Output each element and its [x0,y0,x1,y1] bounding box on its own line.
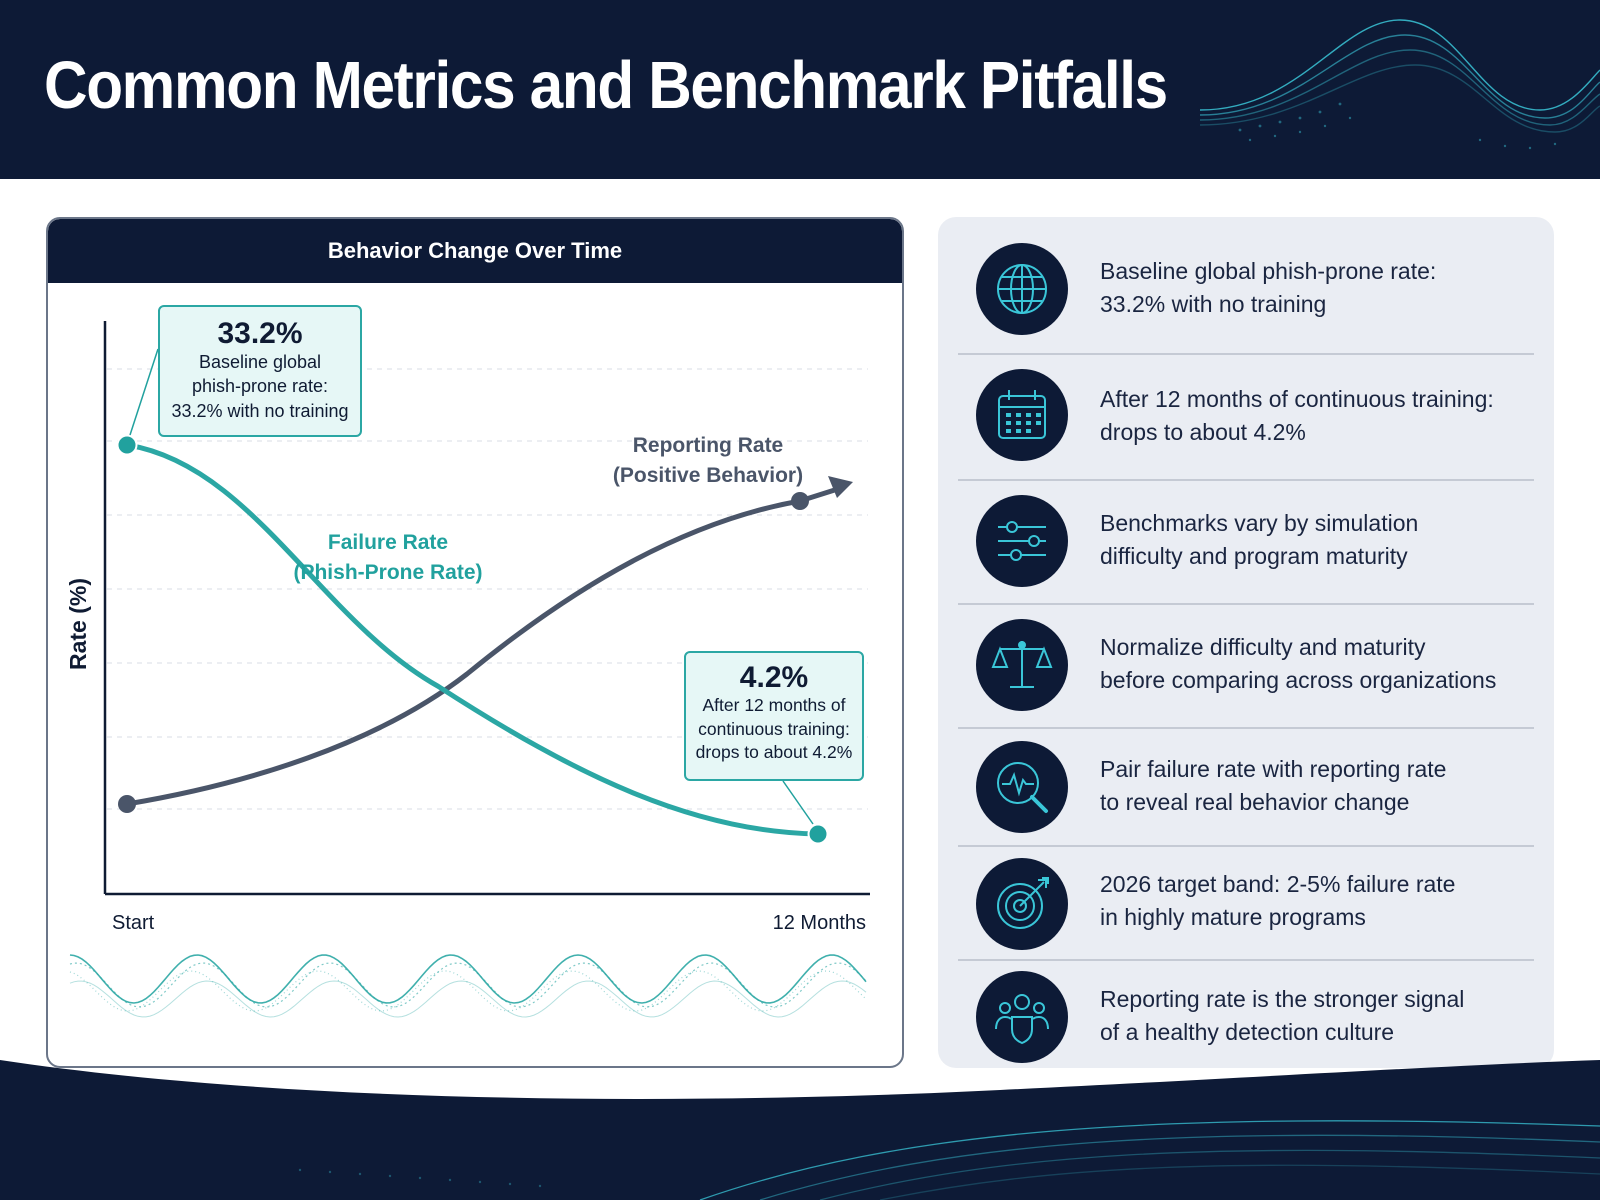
reporting-rate-end-point [791,492,809,510]
x-tick-label-start: Start [112,912,155,934]
insight-divider [958,353,1534,355]
reporting-rate-arrowhead [828,476,853,498]
insight-text: Reporting rate is the stronger signal of… [1100,986,1465,1045]
insight-text: After 12 months of continuous training: … [1100,386,1494,445]
callout-final: 4.2% After 12 months of continuous train… [684,651,864,781]
insight-text: 2026 target band: 2-5% failure rate in h… [1100,871,1456,930]
insight-divider [958,845,1534,847]
failure-rate-line [124,442,821,837]
x-tick-label-end: 12 Months [773,912,866,934]
sliders-icon [976,495,1068,587]
callout-leader-end [782,780,814,825]
scales-icon [976,619,1068,711]
callout-baseline: 33.2% Baseline global phish-prone rate: … [158,305,362,437]
chart-wave-decoration [69,954,867,1018]
reporting-rate-label-line2: (Positive Behavior) [613,464,803,487]
insights-panel: Baseline global phish-prone rate: 33.2% … [938,217,1554,1068]
insight-divider [958,603,1534,605]
y-axis-label: Rate (%) [65,578,91,670]
insight-text: Pair failure rate with reporting rate to… [1100,756,1447,815]
reporting-rate-line [124,485,844,807]
callout-final-value: 4.2% [739,661,809,694]
chart-title: Behavior Change Over Time [327,238,623,263]
header-banner: Common Metrics and Benchmark Pitfalls [0,0,1600,179]
insight-divider [958,479,1534,481]
callout-baseline-text: Baseline global phish-prone rate: 33.2% … [171,352,349,421]
insight-row: 2026 target band: 2-5% failure rate in h… [958,847,1534,961]
people-shield-icon [976,971,1068,1063]
failure-rate-label-line2: (Phish-Prone Rate) [293,561,482,584]
target-arrow-icon [976,858,1068,950]
globe-icon [976,243,1068,335]
page-title: Common Metrics and Benchmark Pitfalls [44,48,1168,123]
callout-final-text: After 12 months of continuous training: … [695,695,853,763]
chart-card-header [48,219,902,283]
insight-text: Benchmarks vary by simulation difficulty… [1100,510,1419,569]
footer-wave-banner [0,1060,1600,1200]
insight-divider [958,727,1534,729]
insight-row: Baseline global phish-prone rate: 33.2% … [958,217,1534,353]
callout-leader-start [129,348,159,436]
insight-text: Normalize difficulty and maturity before… [1100,634,1497,693]
insight-divider [958,959,1534,961]
failure-rate-label-line1: Failure Rate [328,531,448,554]
insight-row: Reporting rate is the stronger signal of… [958,961,1534,1068]
reporting-rate-label-line1: Reporting Rate [633,434,784,457]
insight-row: Benchmarks vary by simulation difficulty… [958,481,1534,601]
insight-text: Baseline global phish-prone rate: 33.2% … [1100,258,1437,317]
calendar-icon [976,369,1068,461]
magnifier-pulse-icon [976,741,1068,833]
failure-rate-end-point [807,823,829,845]
chart-card: Behavior Change Over Time Rate (%) Start… [46,217,904,1068]
header-wave-decoration [1199,19,1600,150]
insight-row: After 12 months of continuous training: … [958,355,1534,477]
failure-rate-start-point [116,434,138,456]
reporting-rate-start-point [118,795,136,813]
insight-row: Pair failure rate with reporting rate to… [958,729,1534,845]
callout-baseline-value: 33.2% [217,317,303,350]
insight-row: Normalize difficulty and maturity before… [958,605,1534,725]
